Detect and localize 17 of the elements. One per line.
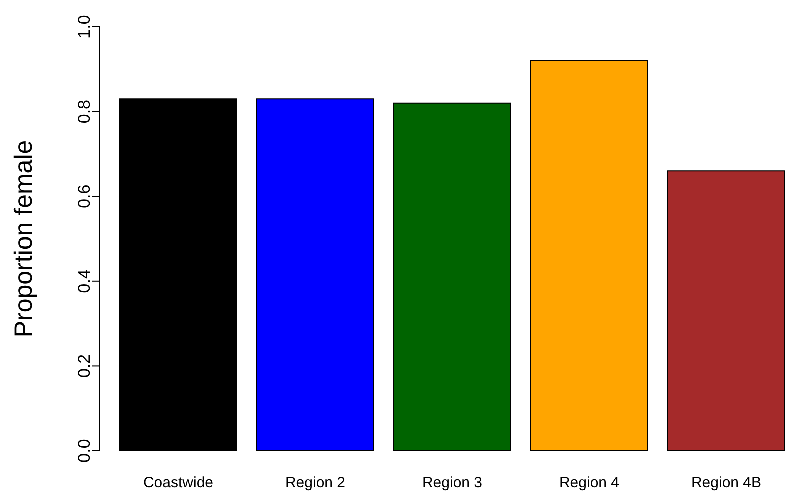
x-tick-label: Region 3 bbox=[422, 474, 483, 492]
bar bbox=[530, 60, 648, 451]
x-tick-label: Region 4 bbox=[559, 474, 620, 492]
y-tick-label: 0.6 bbox=[75, 184, 94, 208]
x-tick-label: Region 4B bbox=[691, 474, 762, 492]
bar bbox=[668, 170, 786, 451]
x-tick-label: Coastwide bbox=[143, 474, 214, 492]
bar bbox=[256, 98, 374, 451]
y-axis-title: Proportion female bbox=[10, 140, 38, 338]
y-tick-label: 0.0 bbox=[75, 439, 94, 463]
y-tick-label: 0.8 bbox=[75, 100, 94, 124]
x-tick-label: Region 2 bbox=[285, 474, 346, 492]
bar bbox=[394, 102, 512, 451]
bar bbox=[120, 98, 238, 451]
y-tick-label: 1.0 bbox=[75, 15, 94, 39]
y-tick-label: 0.4 bbox=[75, 270, 94, 294]
y-tick-label: 0.2 bbox=[75, 354, 94, 378]
